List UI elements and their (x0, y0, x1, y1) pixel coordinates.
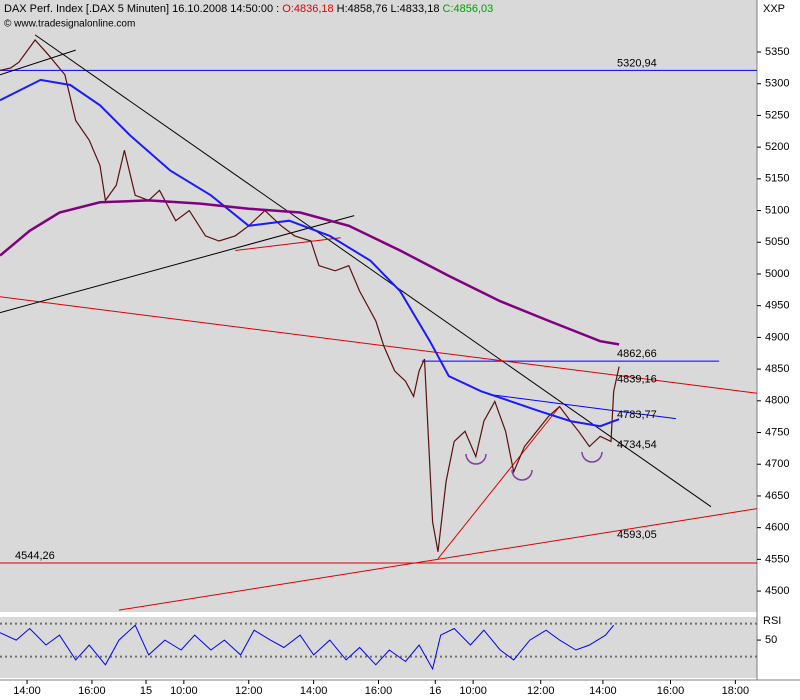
data-line (0, 624, 615, 671)
level-label: 4862,66 (617, 348, 657, 360)
y-tick-label: 4700 (765, 458, 789, 470)
header-close: C:4856,03 (443, 3, 494, 15)
data-line (0, 199, 620, 346)
y-tick-label: 4850 (765, 363, 789, 375)
y-tick-label: 5350 (765, 46, 789, 58)
x-tick-label: 10:00 (170, 685, 198, 697)
y-tick-label: 4600 (765, 522, 789, 534)
y-tick-label: 5150 (765, 173, 789, 185)
subtitle: © www.tradesignalonline.com (4, 19, 135, 30)
y-tick-label: 5050 (765, 236, 789, 248)
y-tick-label: 4900 (765, 331, 789, 343)
x-tick-label: 12:00 (235, 685, 263, 697)
x-tick-label: 18:00 (722, 685, 750, 697)
header-low: L:4833,18 (391, 3, 440, 15)
y-tick-label: 5300 (765, 78, 789, 90)
trend-label: 4783,77 (617, 409, 657, 421)
rsi-panel (0, 617, 757, 678)
trend-label: 4839,16 (617, 373, 657, 385)
x-tick-label: 16:00 (365, 685, 393, 697)
y-tick-label: 4800 (765, 395, 789, 407)
x-tick-label: 14:00 (589, 685, 617, 697)
x-tick-label: 15 (140, 685, 152, 697)
trend-label: 4734,54 (617, 439, 657, 451)
y-tick-label: 4950 (765, 300, 789, 312)
y-tick-label: 5250 (765, 109, 789, 121)
data-line (0, 39, 620, 552)
level-label: 4544,26 (15, 550, 55, 562)
y-tick-label: 50 (765, 634, 777, 646)
y-tick-label: 5100 (765, 204, 789, 216)
currency-label: XXP (763, 3, 785, 15)
rsi-label: RSI (763, 615, 781, 627)
pattern-arc (465, 453, 487, 465)
header-high: H:4858,76 (337, 3, 388, 15)
x-tick-label: 12:00 (527, 685, 555, 697)
y-tick-label: 4750 (765, 426, 789, 438)
y-tick-label: 5200 (765, 141, 789, 153)
x-tick-label: 16 (429, 685, 441, 697)
trend-label: 4593,05 (617, 529, 657, 541)
pattern-arc (581, 451, 603, 463)
pattern-arc (511, 469, 533, 481)
trend-line (489, 394, 676, 420)
x-tick-label: 14:00 (300, 685, 328, 697)
y-tick-label: 4550 (765, 553, 789, 565)
y-tick-label: 4650 (765, 490, 789, 502)
trend-line (0, 215, 355, 314)
pattern-markers (465, 451, 603, 481)
x-tick-label: 16:00 (657, 685, 685, 697)
x-tick-label: 10:00 (459, 685, 487, 697)
header: DAX Perf. Index [.DAX 5 Minuten] 16.10.2… (4, 3, 493, 15)
y-tick-label: 5000 (765, 268, 789, 280)
trend-line (34, 34, 712, 508)
x-tick-label: 16:00 (78, 685, 106, 697)
trend-line (0, 296, 758, 394)
trend-line (235, 237, 341, 251)
price-panel (0, 0, 757, 612)
trend-line (118, 508, 758, 611)
y-tick-label: 4500 (765, 585, 789, 597)
header-title: DAX Perf. Index [.DAX 5 Minuten] 16.10.2… (4, 3, 279, 15)
trend-line (437, 406, 560, 560)
level-label: 5320,94 (617, 57, 657, 69)
trend-line (0, 49, 76, 76)
data-line (0, 78, 620, 428)
header-open: O:4836,18 (282, 3, 333, 15)
x-tick-label: 14:00 (13, 685, 41, 697)
